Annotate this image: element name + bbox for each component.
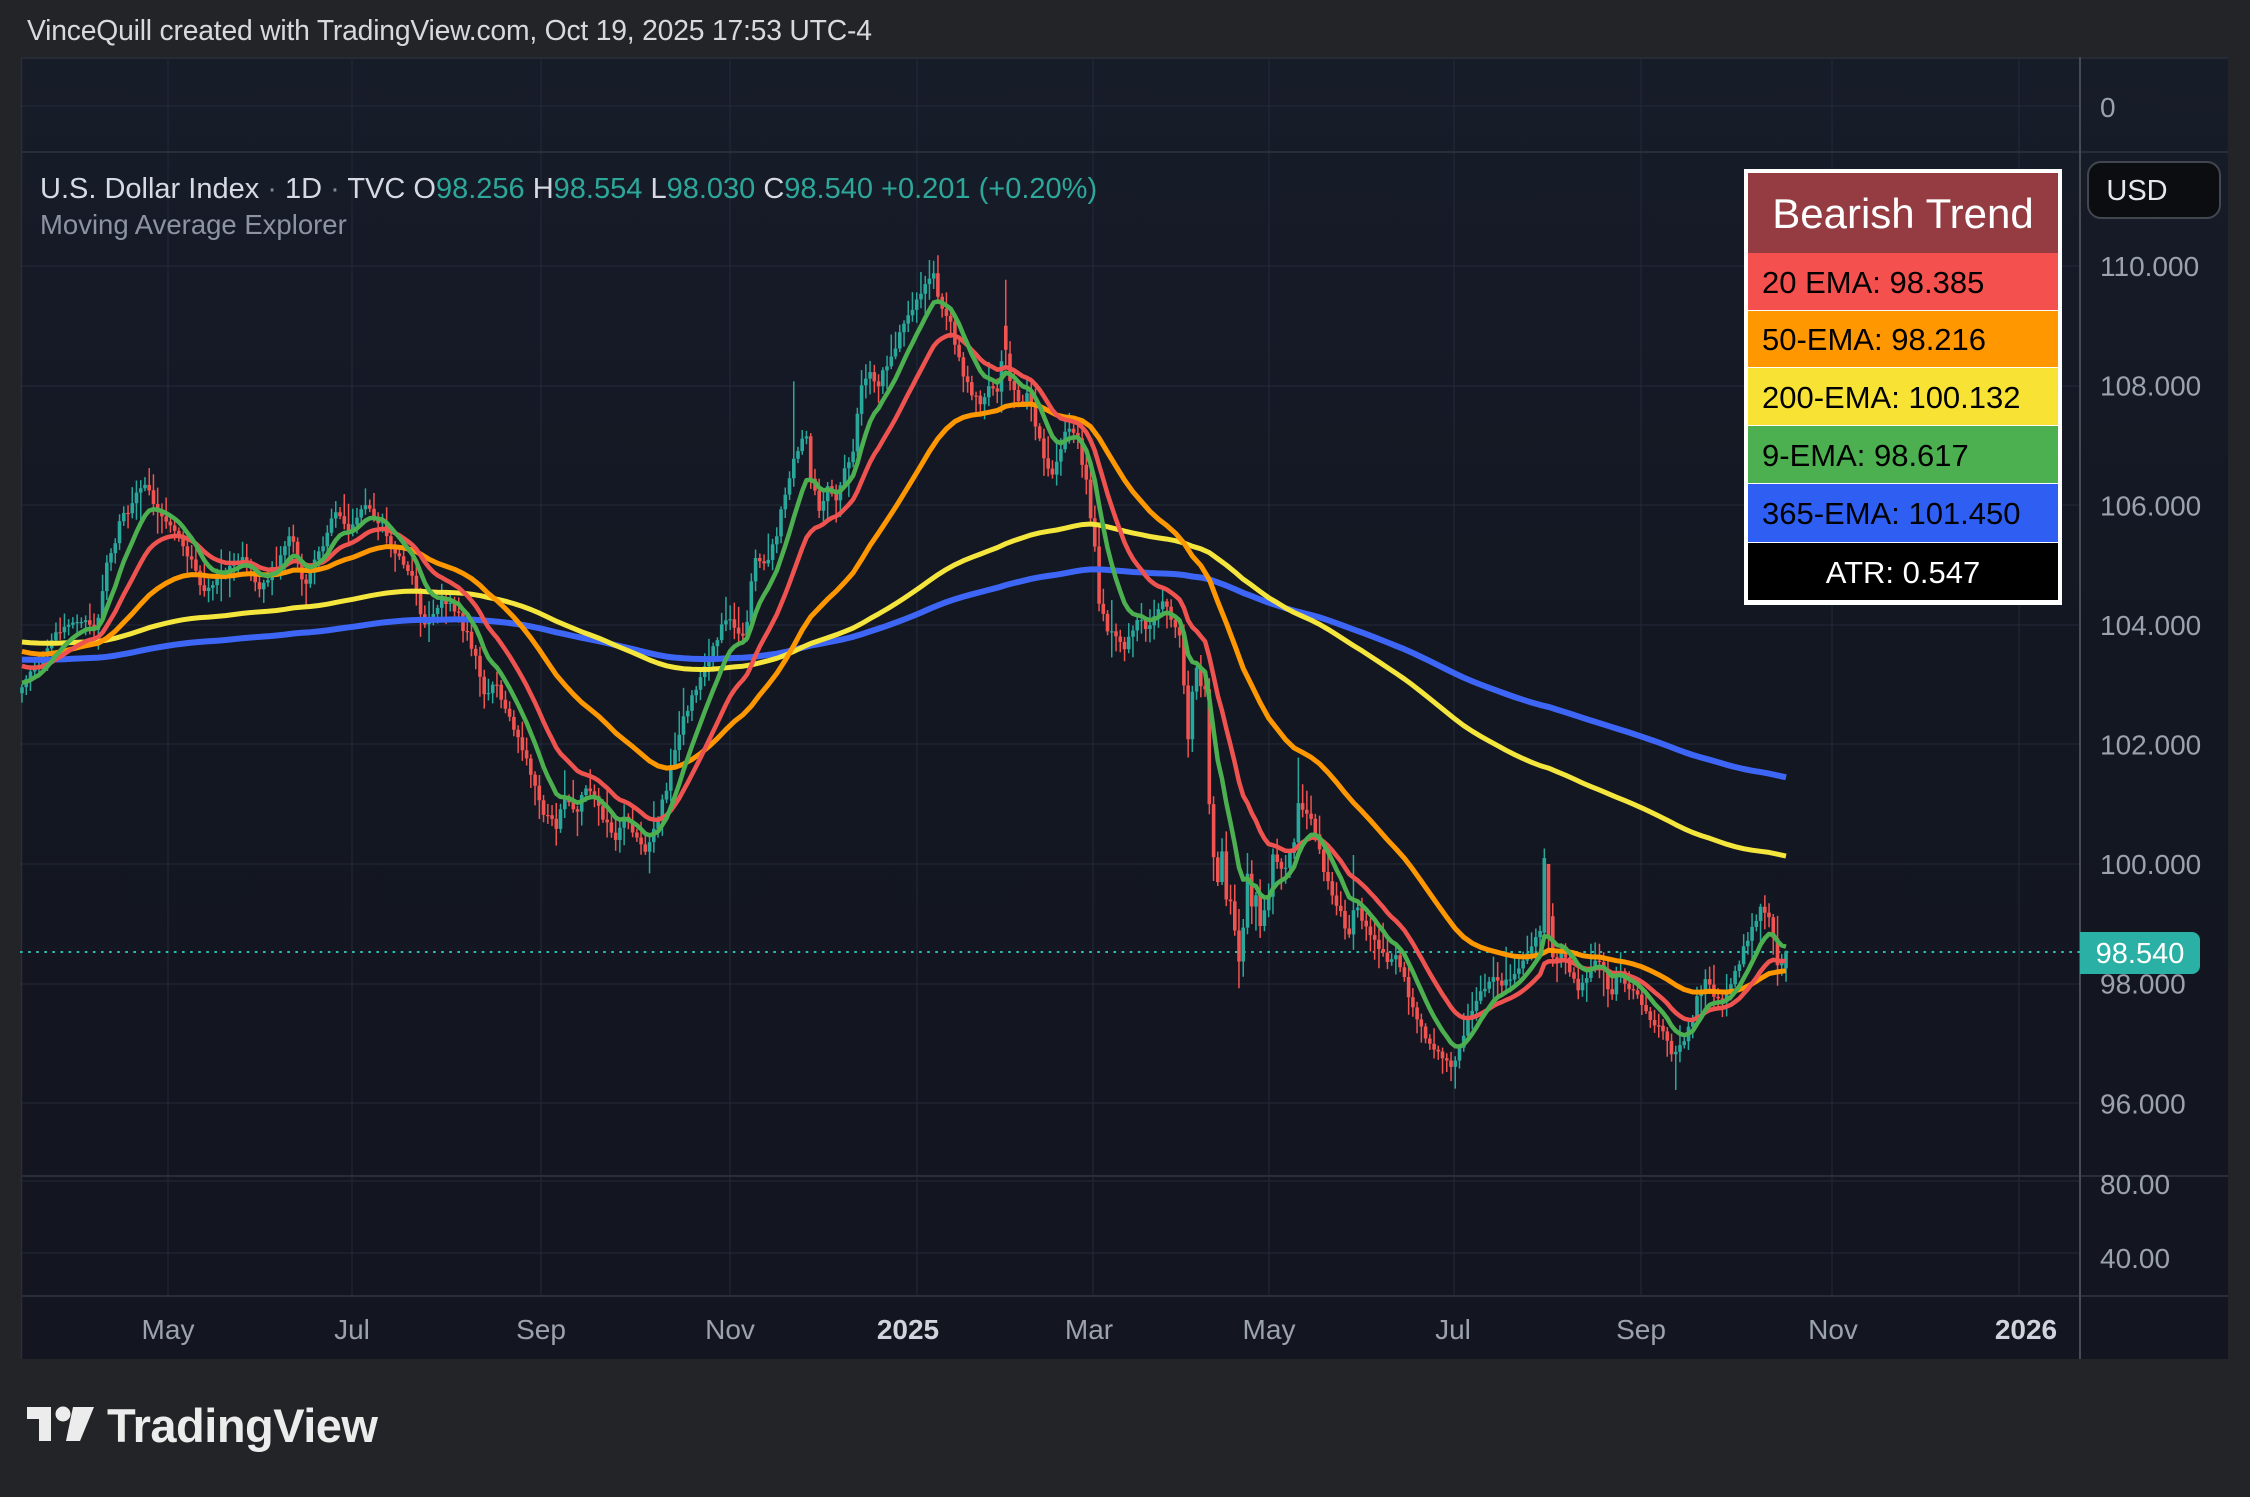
svg-text:Mar: Mar [1065,1314,1113,1345]
svg-text:98.540: 98.540 [2096,938,2185,970]
svg-text:Jul: Jul [1435,1314,1471,1345]
svg-text:USD: USD [2106,175,2167,207]
svg-text:102.000: 102.000 [2100,730,2201,761]
svg-text:Bearish Trend: Bearish Trend [1772,190,2033,237]
svg-text:2026: 2026 [1995,1314,2057,1345]
svg-text:110.000: 110.000 [2100,251,2199,282]
svg-text:20 EMA: 98.385: 20 EMA: 98.385 [1762,265,1984,300]
svg-text:50-EMA: 98.216: 50-EMA: 98.216 [1762,322,1986,357]
svg-text:Nov: Nov [1808,1314,1858,1345]
svg-text:May: May [1243,1314,1296,1345]
svg-text:U.S. Dollar Index · 1D · TVC: U.S. Dollar Index · 1D · TVC O98.256 H98… [40,173,1097,205]
svg-text:108.000: 108.000 [2100,371,2201,402]
svg-text:9-EMA: 98.617: 9-EMA: 98.617 [1762,438,1969,473]
svg-text:80.00: 80.00 [2100,1169,2170,1200]
svg-text:Sep: Sep [516,1314,566,1345]
svg-text:100.000: 100.000 [2100,849,2201,880]
svg-text:40.00: 40.00 [2100,1243,2170,1274]
svg-text:96.000: 96.000 [2100,1088,2186,1119]
svg-text:Jul: Jul [334,1314,370,1345]
svg-text:104.000: 104.000 [2100,610,2201,641]
svg-text:ATR: 0.547: ATR: 0.547 [1826,555,1981,590]
svg-text:Sep: Sep [1616,1314,1666,1345]
svg-text:0: 0 [2100,92,2116,123]
svg-text:200-EMA: 100.132: 200-EMA: 100.132 [1762,380,2021,415]
svg-text:2025: 2025 [877,1314,939,1345]
svg-text:Moving Average Explorer: Moving Average Explorer [40,209,347,240]
svg-text:106.000: 106.000 [2100,490,2201,521]
svg-text:May: May [142,1314,195,1345]
svg-text:Nov: Nov [705,1314,755,1345]
svg-text:365-EMA: 101.450: 365-EMA: 101.450 [1762,496,2021,531]
